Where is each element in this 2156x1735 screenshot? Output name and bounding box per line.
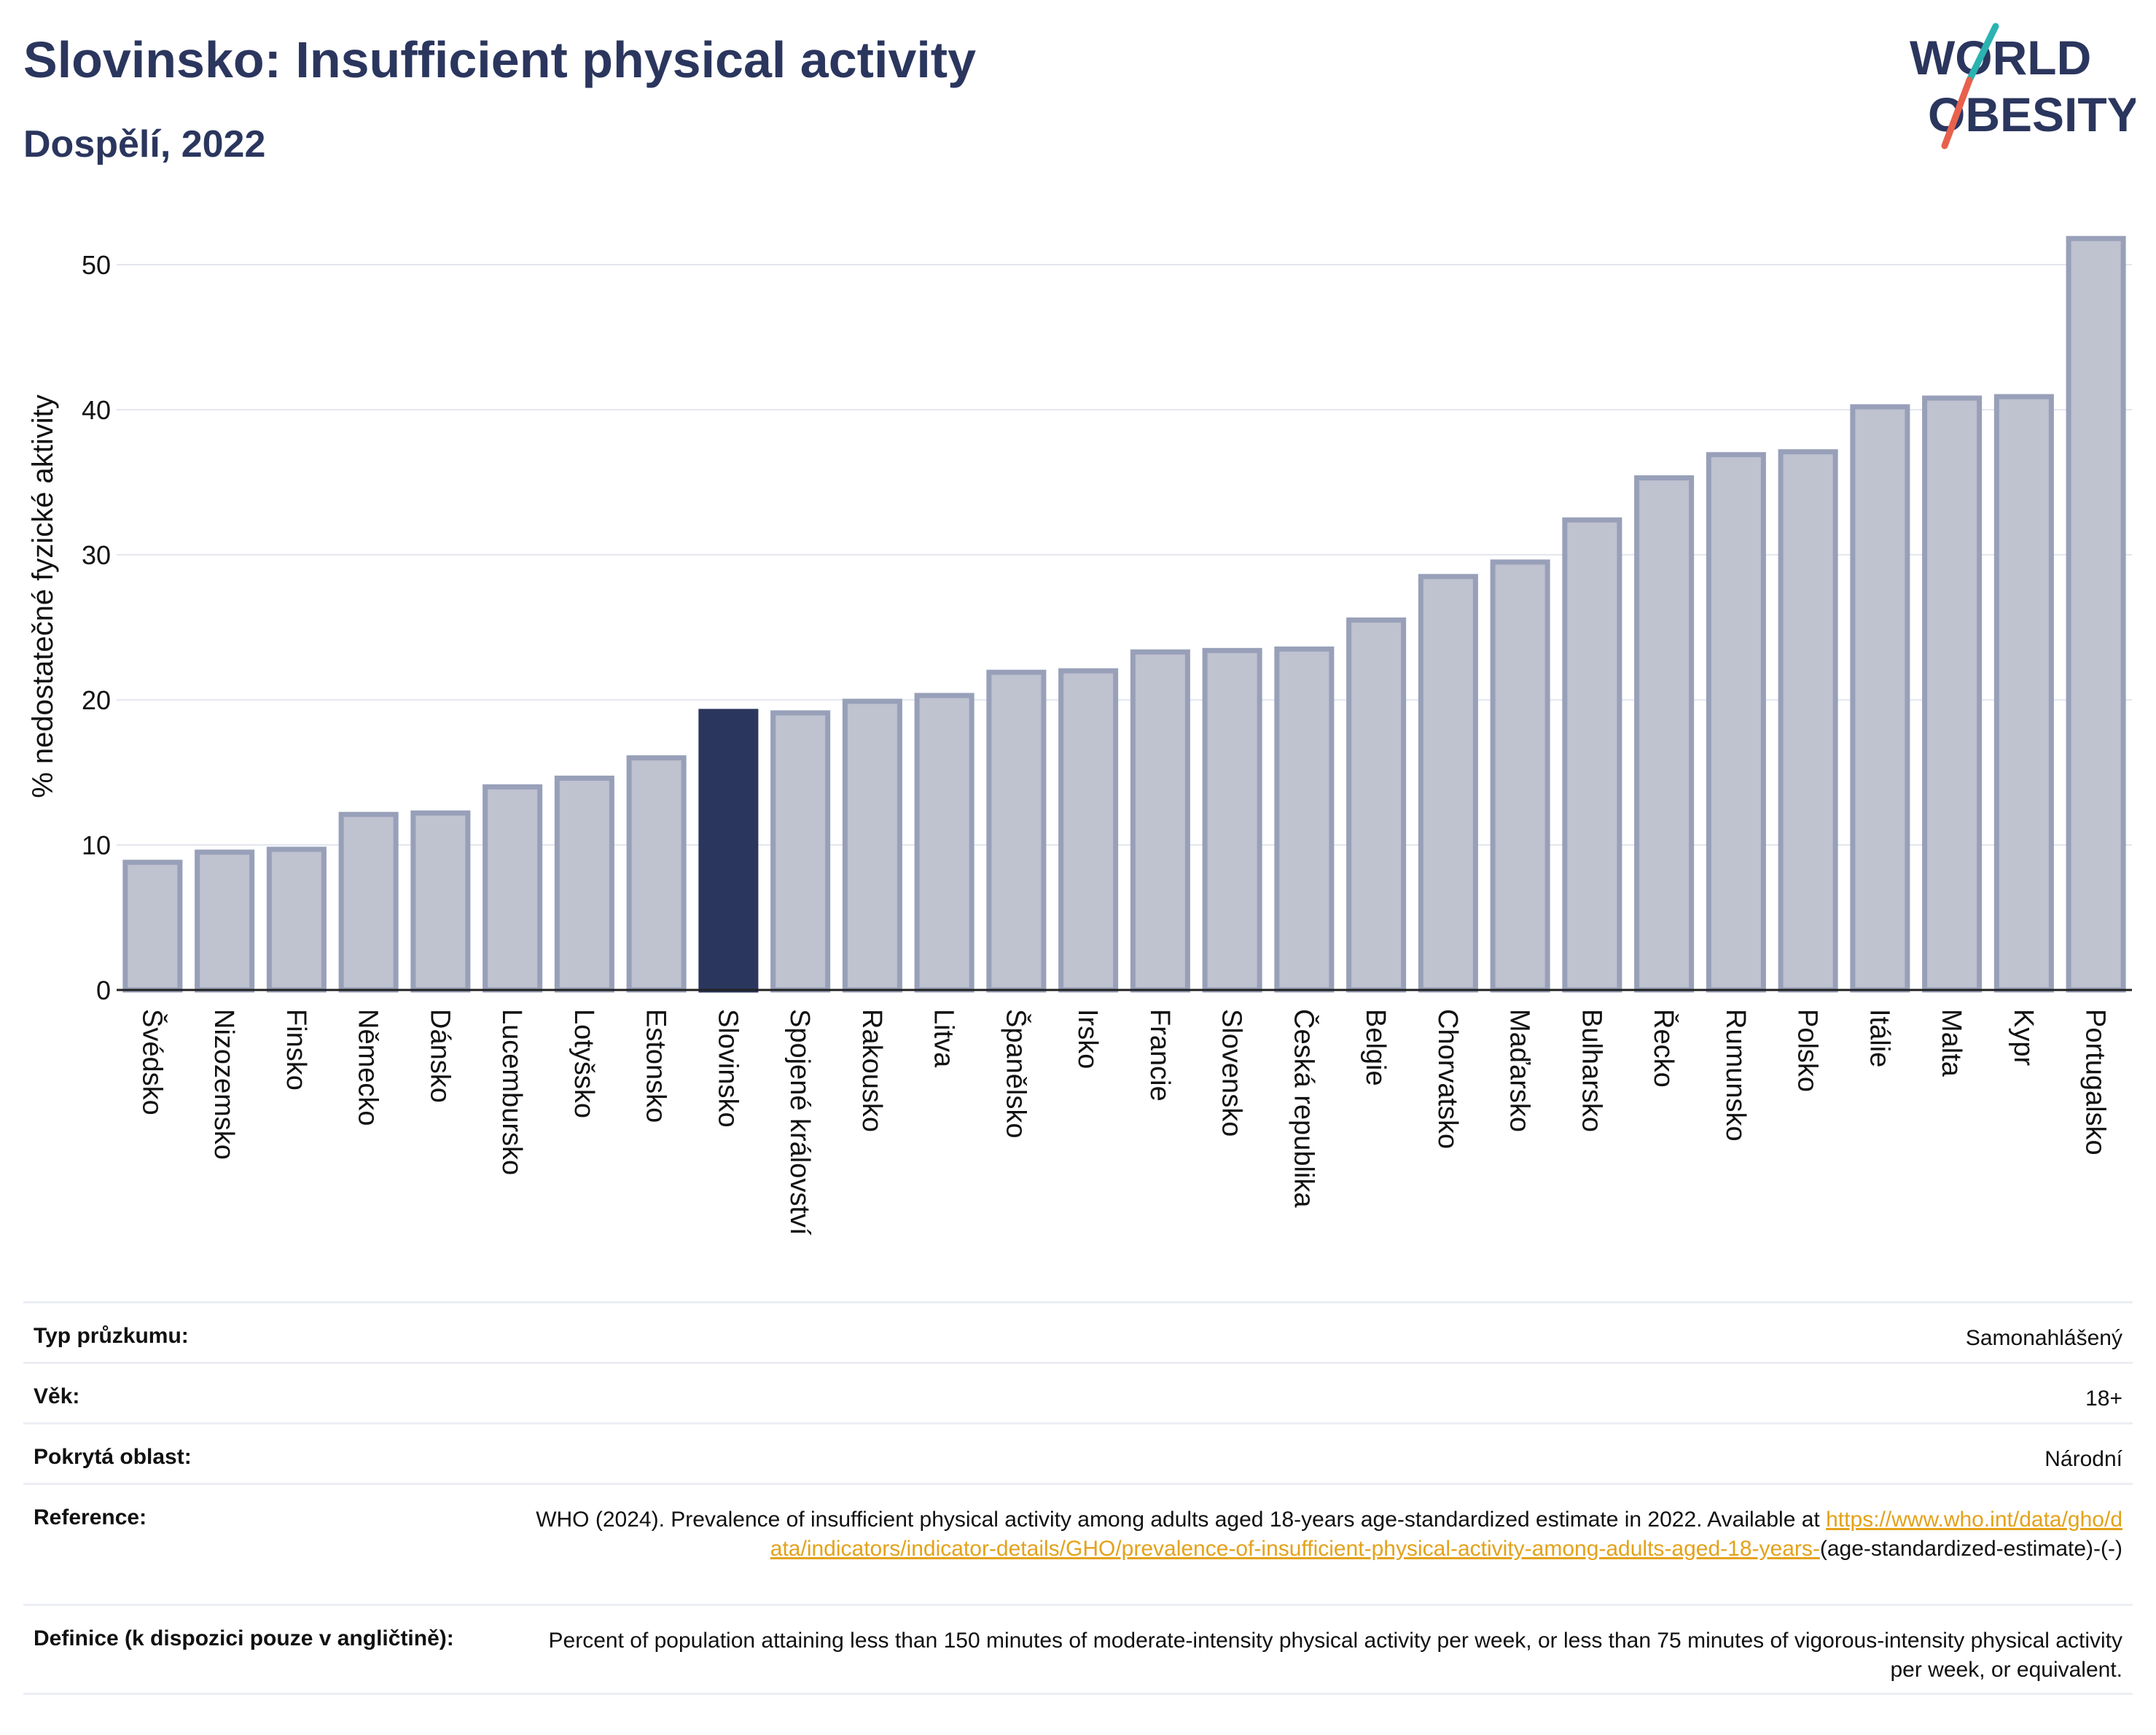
age-row: Věk: 18+ <box>23 1362 2133 1422</box>
bar-23 <box>1778 449 1838 993</box>
bar-24 <box>1850 404 1910 993</box>
y-tick-label: 0 <box>96 975 111 1005</box>
y-tick-label: 20 <box>82 685 111 715</box>
x-tick-label: Chorvatsko <box>1432 1009 1463 1149</box>
bar-2 <box>266 846 327 993</box>
bar-27 <box>2066 235 2126 993</box>
x-tick-label: Nizozemsko <box>208 1009 239 1160</box>
bar-26 <box>1993 394 2054 993</box>
x-tick-label: Rakousko <box>856 1009 887 1132</box>
y-axis-label: % nedostatečné fyzické aktivity <box>27 394 59 798</box>
x-tick-label: Slovinsko <box>712 1009 743 1128</box>
reference-text: WHO (2024). Prevalence of insufficient p… <box>536 1508 1820 1532</box>
logo-slash-bottom <box>1941 77 1973 149</box>
reference-label: Reference: <box>34 1505 147 1529</box>
bar-7 <box>626 755 687 993</box>
world-obesity-logo: WORLD OBESITY <box>1910 23 2136 149</box>
x-tick-label: Spojené království <box>784 1009 815 1236</box>
bar-20 <box>1562 517 1622 993</box>
x-tick-label: Belgie <box>1360 1009 1391 1086</box>
definition-row: Definice (k dispozici pouze v angličtině… <box>23 1604 2133 1695</box>
y-tick-labels: 0 10 20 30 40 50 <box>82 250 111 1005</box>
bar-21 <box>1634 475 1695 993</box>
bar-0 <box>122 859 183 993</box>
bar-13 <box>1058 668 1119 993</box>
bar-8 <box>698 709 759 993</box>
x-tick-label: Estonsko <box>641 1009 671 1123</box>
chart-title: Slovinsko: Insufficient physical activit… <box>23 31 977 88</box>
x-tick-label: Finsko <box>281 1009 311 1091</box>
x-tick-label: Irsko <box>1072 1009 1103 1069</box>
x-tick-label: Španělsko <box>1000 1009 1032 1138</box>
bar-6 <box>554 775 614 993</box>
x-tick-label: Kypr <box>2008 1009 2039 1066</box>
logo-line1: WORLD <box>1910 31 2091 85</box>
x-tick-label: Řecko <box>1648 1009 1679 1088</box>
y-tick-label: 50 <box>82 250 111 280</box>
x-tick-label: Dánsko <box>424 1009 455 1103</box>
x-tick-label: Polsko <box>1792 1009 1823 1092</box>
bar-5 <box>483 784 543 993</box>
bar-12 <box>986 669 1047 993</box>
bar-17 <box>1346 617 1407 993</box>
reference-value: WHO (2024). Prevalence of insufficient p… <box>534 1505 2122 1564</box>
bar-14 <box>1130 649 1190 993</box>
bar-25 <box>1922 395 1983 993</box>
bar-chart: 0 10 20 30 40 50 Švédsko Nizozemsko Finsko Němec… <box>27 235 2132 1236</box>
age-label: Věk: <box>34 1384 80 1408</box>
bar-19 <box>1490 559 1550 993</box>
x-tick-label: Lucembursko <box>496 1009 527 1175</box>
y-tick-label: 10 <box>82 830 111 860</box>
bar-10 <box>842 698 902 993</box>
coverage-label: Pokrytá oblast: <box>34 1445 192 1469</box>
x-tick-label: Malta <box>1936 1009 1966 1077</box>
coverage-value: Národní <box>2044 1447 2122 1471</box>
logo-slash-top <box>1966 23 1999 84</box>
x-tick-label: Slovensko <box>1216 1009 1247 1136</box>
bar-3 <box>338 811 399 993</box>
definition-value: Percent of population attaining less tha… <box>548 1629 2122 1682</box>
x-tick-label: Lotyšsko <box>569 1009 599 1118</box>
bar-22 <box>1706 452 1766 993</box>
bars <box>122 235 2126 993</box>
y-tick-label: 40 <box>82 395 111 425</box>
x-tick-label: Bulharsko <box>1576 1009 1606 1132</box>
definition-label: Definice (k dispozici pouze v angličtině… <box>34 1626 454 1650</box>
bar-4 <box>410 810 471 993</box>
x-tick-label: Maďarsko <box>1504 1009 1535 1132</box>
reference-row: Reference: WHO (2024). Prevalence of ins… <box>23 1483 2133 1604</box>
x-tick-label: Německo <box>353 1009 383 1126</box>
x-tick-label: Portugalsko <box>2080 1009 2111 1155</box>
x-tick-label: Francie <box>1144 1009 1175 1102</box>
age-value: 18+ <box>2085 1387 2122 1411</box>
reference-link[interactable]: https://www.who.int/data/gho/data/indica… <box>770 1508 2122 1561</box>
x-tick-label: Švédsko <box>136 1009 168 1115</box>
chart-subtitle: Dospělí, 2022 <box>23 123 266 165</box>
survey-type-label: Typ průzkumu: <box>34 1324 189 1348</box>
y-tick-label: 30 <box>82 540 111 570</box>
x-tick-label: Česká republika <box>1288 1009 1320 1208</box>
coverage-row: Pokrytá oblast: Národní <box>23 1422 2133 1483</box>
bar-9 <box>770 710 831 993</box>
bar-18 <box>1418 574 1478 993</box>
x-tick-label: Rumunsko <box>1720 1009 1751 1142</box>
bar-15 <box>1202 647 1262 993</box>
reference-suffix: (age-standardized-estimate)-(-) <box>1819 1537 2122 1561</box>
bar-1 <box>195 849 255 993</box>
survey-type-value: Samonahlášený <box>1965 1326 2122 1350</box>
bar-16 <box>1274 646 1335 993</box>
x-tick-label: Itálie <box>1864 1009 1894 1067</box>
survey-type-row: Typ průzkumu: Samonahlášený <box>23 1301 2133 1362</box>
x-tick-label: Litva <box>929 1009 959 1068</box>
x-tick-labels: Švédsko Nizozemsko Finsko Německo Dánsko Luce… <box>136 1009 2110 1236</box>
bar-11 <box>914 693 975 993</box>
metadata-table: Typ průzkumu: Samonahlášený Věk: 18+ Pok… <box>23 1301 2133 1695</box>
